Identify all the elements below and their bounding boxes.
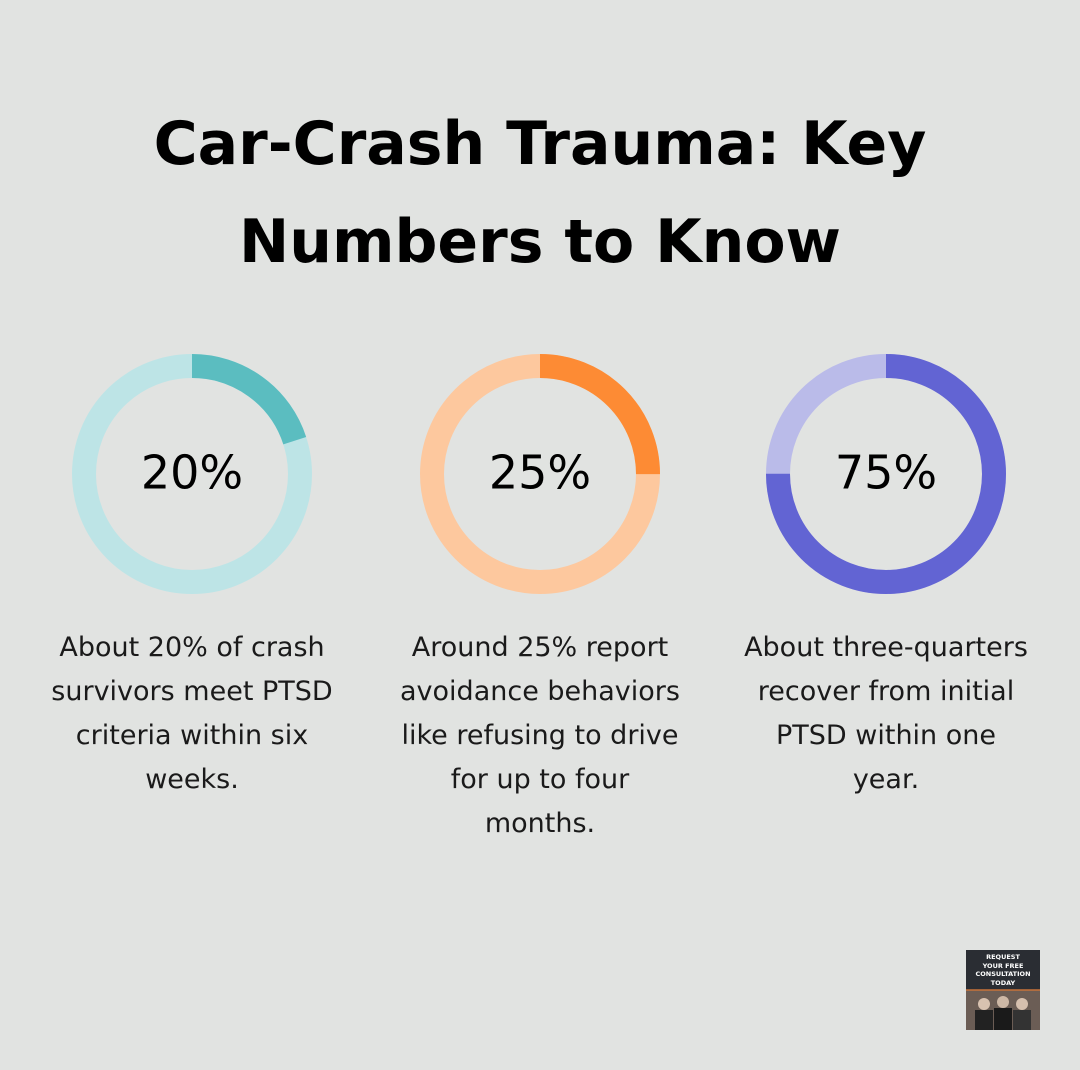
caption-line: for up to four <box>450 764 630 795</box>
caption: About 20% of crash survivors meet PTSD cri… <box>22 626 362 802</box>
caption-line: avoidance behaviors <box>400 676 680 707</box>
donut-segment <box>766 354 1006 594</box>
caption: Around 25% report avoidance behaviors like… <box>370 626 710 846</box>
caption-line: recover from initial <box>757 676 1015 707</box>
title: Car-Crash Trauma: Key Numbers to Know <box>0 95 1080 291</box>
caption-line: year. <box>852 764 920 795</box>
caption-line: survivors meet PTSD <box>51 676 333 707</box>
caption-line: About 20% of crash <box>59 632 325 663</box>
donut-segment <box>420 354 660 594</box>
caption-line: PTSD within one <box>775 720 996 751</box>
cta-text: REQUEST YOUR FREE CONSULTATION TODAY <box>966 953 1040 987</box>
cta-line: REQUEST <box>986 953 1020 961</box>
value-label: 20% <box>141 446 243 500</box>
title-line: Numbers to Know <box>239 207 841 277</box>
cta-photo <box>966 989 1040 1030</box>
value-label: 25% <box>489 446 591 500</box>
title-line: Car-Crash Trauma: Key <box>153 109 927 179</box>
caption-line: weeks. <box>145 764 239 795</box>
caption-line: About three-quarters <box>744 632 1028 663</box>
cta-line: YOUR FREE <box>982 961 1024 970</box>
caption-line: like refusing to drive <box>401 720 679 751</box>
caption: About three-quarters recover from initial… <box>716 626 1056 802</box>
caption-line: criteria within six <box>75 720 309 751</box>
value-label: 75% <box>835 446 937 500</box>
donut-segment <box>72 354 312 594</box>
caption-line: months. <box>484 808 596 839</box>
cta-line: TODAY <box>990 978 1016 987</box>
cta-badge[interactable]: REQUEST YOUR FREE CONSULTATION TODAY <box>966 950 1040 1030</box>
cta-line: CONSULTATION <box>975 970 1031 978</box>
caption-line: Around 25% report <box>411 632 669 663</box>
